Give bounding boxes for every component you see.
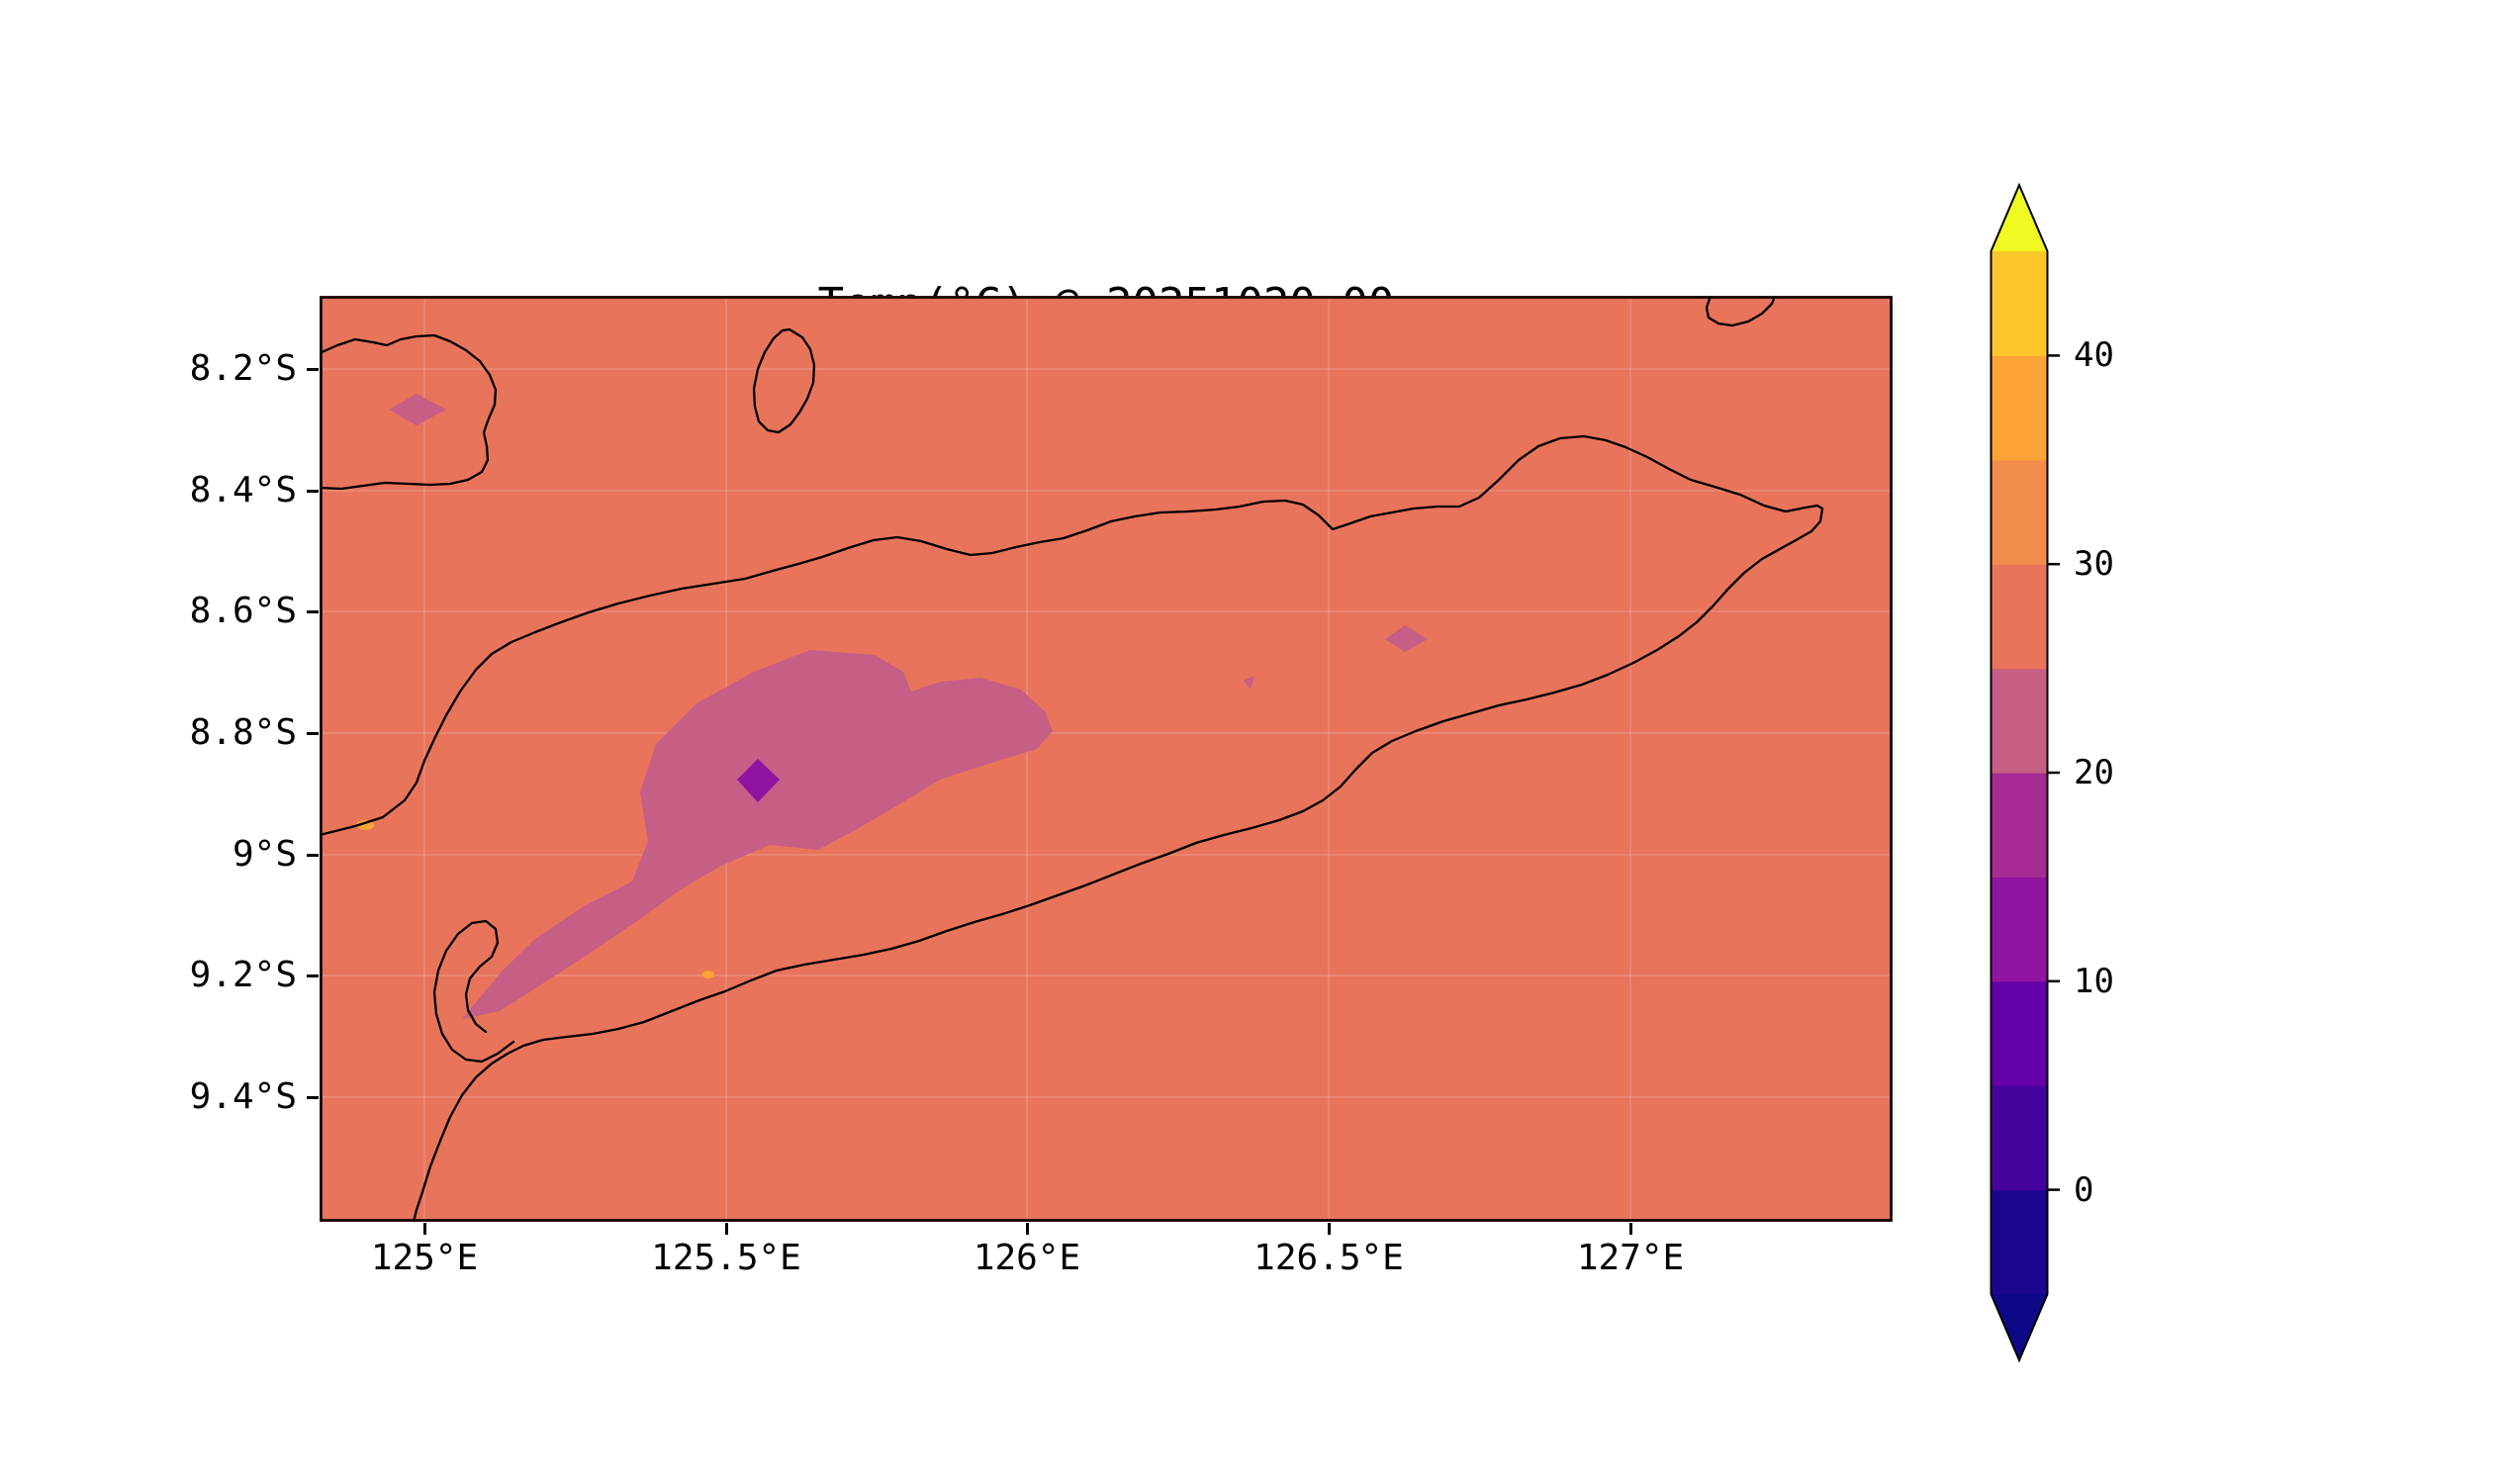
y-tick-mark <box>307 732 319 735</box>
colorbar-tick-label: 40 <box>2074 335 2114 375</box>
temp-region-cold-spot <box>737 759 780 802</box>
temp-fill-background <box>320 296 1893 1222</box>
colorbar-band <box>1991 251 2048 356</box>
coastline-northwest-island <box>320 333 498 491</box>
y-tick-mark <box>307 974 319 977</box>
x-tick-mark <box>423 1223 426 1235</box>
colorbar-band <box>1991 355 2048 461</box>
colorbar-band <box>1991 564 2048 670</box>
x-tick-mark <box>1328 1223 1331 1235</box>
colorbar-band <box>1991 668 2048 774</box>
colorbar-outline <box>1990 182 2049 1363</box>
axes-frame <box>320 296 1893 1222</box>
y-tick-label: 8.2°S <box>189 348 297 389</box>
x-tick-label: 125.5°E <box>651 1238 801 1278</box>
temp-region-warm-speck-south <box>702 971 714 978</box>
colorbar-band <box>1991 1189 2048 1295</box>
graticule <box>320 296 1893 1222</box>
colorbar-band <box>1991 459 2048 565</box>
coastline-north-island <box>752 327 816 434</box>
y-tick-label: 8.8°S <box>189 712 297 753</box>
colorbar-tick-label: 10 <box>2074 962 2114 1001</box>
temperature-map <box>320 296 1893 1222</box>
x-tick-label: 127°E <box>1576 1238 1685 1278</box>
colorbar-tick-label: 0 <box>2074 1170 2094 1210</box>
y-tick-mark <box>307 490 319 493</box>
colorbar-tick-label: 30 <box>2074 544 2114 584</box>
coastline-main-island <box>320 434 1824 1222</box>
colorbar-tick-label: 20 <box>2074 753 2114 792</box>
colorbar <box>1990 182 2070 1363</box>
x-tick-mark <box>725 1223 728 1235</box>
colorbar-band <box>1991 877 2048 982</box>
colorbar-under-arrow <box>1991 1294 2048 1360</box>
colorbar-band <box>1991 980 2048 1086</box>
x-tick-mark <box>1629 1223 1632 1235</box>
x-tick-mark <box>1026 1223 1029 1235</box>
x-tick-label: 125°E <box>370 1238 479 1278</box>
colorbar-band <box>1991 1085 2048 1191</box>
y-tick-label: 8.4°S <box>189 470 297 510</box>
y-tick-mark <box>307 1096 319 1099</box>
y-tick-mark <box>307 368 319 371</box>
coastline-northeast-fragment <box>1705 296 1777 327</box>
coastline-southwest-inlet <box>432 919 515 1064</box>
y-tick-label: 9.4°S <box>189 1076 297 1117</box>
y-tick-label: 9.2°S <box>189 955 297 995</box>
y-tick-label: 8.6°S <box>189 591 297 631</box>
colorbar-band <box>1991 773 2048 878</box>
colorbar-over-arrow <box>1991 185 2048 251</box>
x-tick-label: 126°E <box>973 1238 1081 1278</box>
colorbar-tick-marks <box>2047 354 2060 1191</box>
x-tick-label: 126.5°E <box>1253 1238 1404 1278</box>
temp-region-northwest-island-patch <box>389 394 446 425</box>
map-plot-area <box>320 296 1893 1222</box>
colorbar-svg <box>1990 182 2060 1363</box>
temp-region-central-highlands <box>462 650 1053 1019</box>
y-tick-mark <box>307 854 319 857</box>
y-tick-mark <box>307 610 319 613</box>
colorbar-bands <box>1991 251 2048 1295</box>
y-tick-label: 9°S <box>232 834 297 875</box>
temp-region-east-patch <box>1385 625 1428 652</box>
temp-region-tiny-speck <box>1244 676 1254 690</box>
coastlines <box>320 296 1824 1222</box>
